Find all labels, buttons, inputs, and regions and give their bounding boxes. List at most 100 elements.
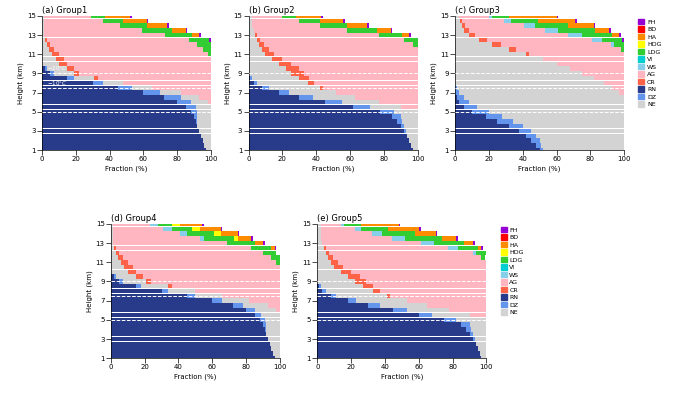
Bar <box>248 139 409 143</box>
Bar <box>160 90 181 95</box>
Bar <box>186 28 188 33</box>
Bar <box>326 246 447 250</box>
Bar <box>111 231 113 236</box>
Bar <box>214 231 220 236</box>
Bar <box>592 38 602 42</box>
Y-axis label: Height (km): Height (km) <box>86 270 93 312</box>
Bar <box>248 23 252 28</box>
Bar <box>111 346 272 351</box>
Bar <box>473 332 486 336</box>
Bar <box>274 52 418 57</box>
Bar <box>42 71 50 76</box>
Bar <box>204 143 211 148</box>
Bar <box>228 241 255 245</box>
Bar <box>455 62 556 66</box>
Bar <box>461 322 470 327</box>
Bar <box>317 231 321 236</box>
Bar <box>341 222 344 226</box>
Bar <box>261 313 280 317</box>
Bar <box>455 47 509 52</box>
Bar <box>248 33 256 37</box>
Bar <box>382 231 415 236</box>
Bar <box>398 119 402 124</box>
Bar <box>273 351 280 355</box>
Bar <box>197 114 211 119</box>
Bar <box>582 33 612 37</box>
Bar <box>404 129 406 133</box>
Bar <box>42 47 49 52</box>
Bar <box>248 19 252 23</box>
Bar <box>111 313 255 317</box>
Bar <box>442 236 456 240</box>
Bar <box>199 95 211 100</box>
Bar <box>130 14 132 18</box>
Bar <box>42 66 46 71</box>
Bar <box>196 105 211 109</box>
Bar <box>111 322 263 327</box>
Text: (d) Group4: (d) Group4 <box>111 214 156 223</box>
Bar <box>412 148 418 152</box>
Bar <box>486 114 503 119</box>
Bar <box>409 33 411 37</box>
Bar <box>248 66 286 71</box>
Bar <box>74 76 95 80</box>
Bar <box>197 109 211 114</box>
Bar <box>519 129 531 133</box>
Bar <box>317 337 473 341</box>
Bar <box>614 43 624 47</box>
Bar <box>248 114 392 119</box>
Bar <box>471 327 486 332</box>
Bar <box>317 265 335 269</box>
Bar <box>612 33 619 37</box>
Bar <box>186 105 196 109</box>
Bar <box>248 47 262 52</box>
Bar <box>123 81 211 85</box>
Bar <box>223 294 280 298</box>
Bar <box>232 303 243 308</box>
Bar <box>407 308 449 312</box>
Bar <box>321 284 363 289</box>
Bar <box>199 33 201 37</box>
Bar <box>320 23 346 28</box>
Bar <box>455 148 540 152</box>
Bar <box>111 222 113 226</box>
Bar <box>202 222 204 226</box>
Bar <box>531 129 624 133</box>
Bar <box>266 327 280 332</box>
Bar <box>114 275 116 279</box>
Bar <box>398 222 400 226</box>
Bar <box>354 105 370 109</box>
Bar <box>265 327 266 332</box>
Bar <box>248 105 354 109</box>
Bar <box>320 86 323 90</box>
Bar <box>509 47 516 52</box>
Bar <box>321 236 392 240</box>
Bar <box>262 47 269 52</box>
Bar <box>42 105 186 109</box>
Bar <box>248 71 290 76</box>
Bar <box>558 28 596 33</box>
Bar <box>111 241 113 245</box>
Bar <box>317 275 348 279</box>
Bar <box>419 226 421 231</box>
Bar <box>67 76 74 80</box>
Bar <box>363 284 373 289</box>
Bar <box>435 231 438 236</box>
Bar <box>74 66 211 71</box>
Bar <box>237 231 239 236</box>
Bar <box>541 143 624 148</box>
Bar <box>67 62 211 66</box>
Bar <box>141 284 168 289</box>
Bar <box>575 19 577 23</box>
Bar <box>282 57 418 61</box>
Bar <box>344 222 361 226</box>
Bar <box>42 33 43 37</box>
Bar <box>255 313 261 317</box>
Bar <box>402 33 409 37</box>
Bar <box>260 318 265 322</box>
Bar <box>43 28 141 33</box>
Bar <box>380 303 427 308</box>
Bar <box>43 14 91 18</box>
Bar <box>122 279 146 284</box>
Bar <box>492 43 500 47</box>
